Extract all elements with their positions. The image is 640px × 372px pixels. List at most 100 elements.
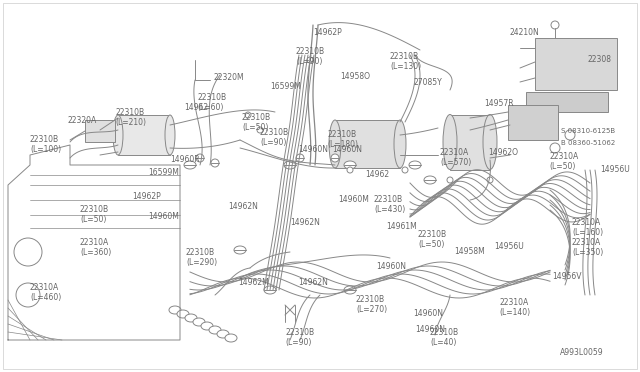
Text: A993L0059: A993L0059: [560, 348, 604, 357]
Text: 14960M: 14960M: [338, 195, 369, 204]
Text: S 08310-6125B: S 08310-6125B: [561, 128, 615, 134]
Text: 14962N: 14962N: [228, 202, 258, 211]
Ellipse shape: [344, 161, 356, 169]
Text: 22310B
(L=50): 22310B (L=50): [80, 205, 109, 224]
Ellipse shape: [344, 286, 356, 294]
Circle shape: [347, 167, 353, 173]
Text: 14958O: 14958O: [340, 72, 370, 81]
Bar: [508, 105, 558, 140]
Text: 14961M: 14961M: [386, 222, 417, 231]
Text: 22310B
(L=90): 22310B (L=90): [260, 128, 289, 147]
Text: 14960N: 14960N: [376, 262, 406, 271]
Text: 22310A
(L=350): 22310A (L=350): [572, 238, 604, 257]
Ellipse shape: [225, 334, 237, 342]
Text: 14962P: 14962P: [132, 192, 161, 201]
Text: 22310A
(L=140): 22310A (L=140): [499, 298, 530, 317]
Text: 14956U: 14956U: [494, 242, 524, 251]
Circle shape: [447, 177, 453, 183]
Text: 16599M: 16599M: [148, 168, 179, 177]
Ellipse shape: [424, 176, 436, 184]
Ellipse shape: [443, 115, 457, 170]
Bar: [118, 115, 170, 155]
Ellipse shape: [264, 286, 276, 294]
Ellipse shape: [185, 314, 197, 322]
Text: 14962N: 14962N: [290, 218, 320, 227]
Circle shape: [551, 21, 559, 29]
Bar: [526, 92, 608, 112]
Text: 14960M: 14960M: [148, 212, 179, 221]
Text: 14960N: 14960N: [298, 145, 328, 154]
Circle shape: [257, 127, 263, 133]
Text: 14962: 14962: [365, 170, 389, 179]
Text: 14960N: 14960N: [413, 309, 443, 318]
Bar: [85, 120, 115, 142]
Text: 22310B
(L=50): 22310B (L=50): [242, 113, 271, 132]
Text: 14962P: 14962P: [313, 28, 342, 37]
Ellipse shape: [217, 330, 229, 338]
Text: 27085Y: 27085Y: [413, 78, 442, 87]
Text: 14956U: 14956U: [600, 165, 630, 174]
Circle shape: [550, 143, 560, 153]
Ellipse shape: [201, 322, 213, 330]
Ellipse shape: [177, 310, 189, 318]
Ellipse shape: [394, 120, 406, 168]
Text: 22310B
(L=180): 22310B (L=180): [327, 130, 358, 150]
Circle shape: [196, 154, 204, 162]
Text: 22308: 22308: [587, 55, 611, 64]
Circle shape: [296, 154, 304, 162]
Ellipse shape: [234, 246, 246, 254]
Text: 22310B
(L=60): 22310B (L=60): [197, 93, 226, 112]
Text: B 08360-51062: B 08360-51062: [561, 140, 615, 146]
Text: 14960R: 14960R: [170, 155, 200, 164]
Text: 14958M: 14958M: [454, 247, 484, 256]
Text: 22310B
(L=100): 22310B (L=100): [30, 135, 61, 154]
Circle shape: [331, 154, 339, 162]
Text: 22310B
(L=90): 22310B (L=90): [285, 328, 314, 347]
Text: 24210N: 24210N: [510, 28, 540, 37]
Text: 14962N: 14962N: [298, 278, 328, 287]
Text: 22310A
(L=160): 22310A (L=160): [572, 218, 603, 237]
Text: 22310B
(L=50): 22310B (L=50): [418, 230, 447, 249]
Text: 14962O: 14962O: [488, 148, 518, 157]
Ellipse shape: [193, 318, 205, 326]
Bar: [535, 38, 617, 90]
Text: 14956V: 14956V: [552, 272, 582, 281]
Text: 14960N: 14960N: [332, 145, 362, 154]
Text: 14960N: 14960N: [415, 325, 445, 334]
Ellipse shape: [113, 115, 123, 155]
Ellipse shape: [184, 161, 196, 169]
Text: 22320A: 22320A: [68, 116, 97, 125]
Text: 22310B
(L=290): 22310B (L=290): [186, 248, 217, 267]
Text: 14962: 14962: [184, 103, 208, 112]
Circle shape: [487, 177, 493, 183]
Circle shape: [307, 57, 313, 63]
Text: 22310A
(L=460): 22310A (L=460): [30, 283, 61, 302]
Circle shape: [402, 167, 408, 173]
Circle shape: [14, 238, 42, 266]
Text: 22310B
(L=90): 22310B (L=90): [296, 47, 325, 66]
Bar: [450, 115, 490, 170]
Text: 14962M: 14962M: [238, 278, 269, 287]
Text: 22310A
(L=570): 22310A (L=570): [440, 148, 471, 167]
Text: 16599M: 16599M: [270, 82, 301, 91]
Ellipse shape: [165, 115, 175, 155]
Text: 22310B
(L=130): 22310B (L=130): [390, 52, 421, 71]
Ellipse shape: [409, 161, 421, 169]
Circle shape: [245, 112, 251, 118]
Text: 22310B
(L=430): 22310B (L=430): [374, 195, 405, 214]
Text: 22310A
(L=360): 22310A (L=360): [80, 238, 111, 257]
Text: 22310B
(L=210): 22310B (L=210): [115, 108, 146, 127]
Bar: [335, 120, 400, 168]
Text: 22310B
(L=270): 22310B (L=270): [356, 295, 387, 314]
Ellipse shape: [169, 306, 181, 314]
Text: 22310A
(L=50): 22310A (L=50): [549, 152, 579, 171]
Text: 14957R: 14957R: [484, 99, 514, 108]
Ellipse shape: [209, 326, 221, 334]
Circle shape: [211, 159, 219, 167]
Ellipse shape: [284, 161, 296, 169]
Circle shape: [16, 283, 40, 307]
Circle shape: [565, 130, 575, 140]
Text: 22320M: 22320M: [213, 73, 244, 82]
Ellipse shape: [483, 115, 497, 170]
Text: 22310B
(L=40): 22310B (L=40): [430, 328, 459, 347]
